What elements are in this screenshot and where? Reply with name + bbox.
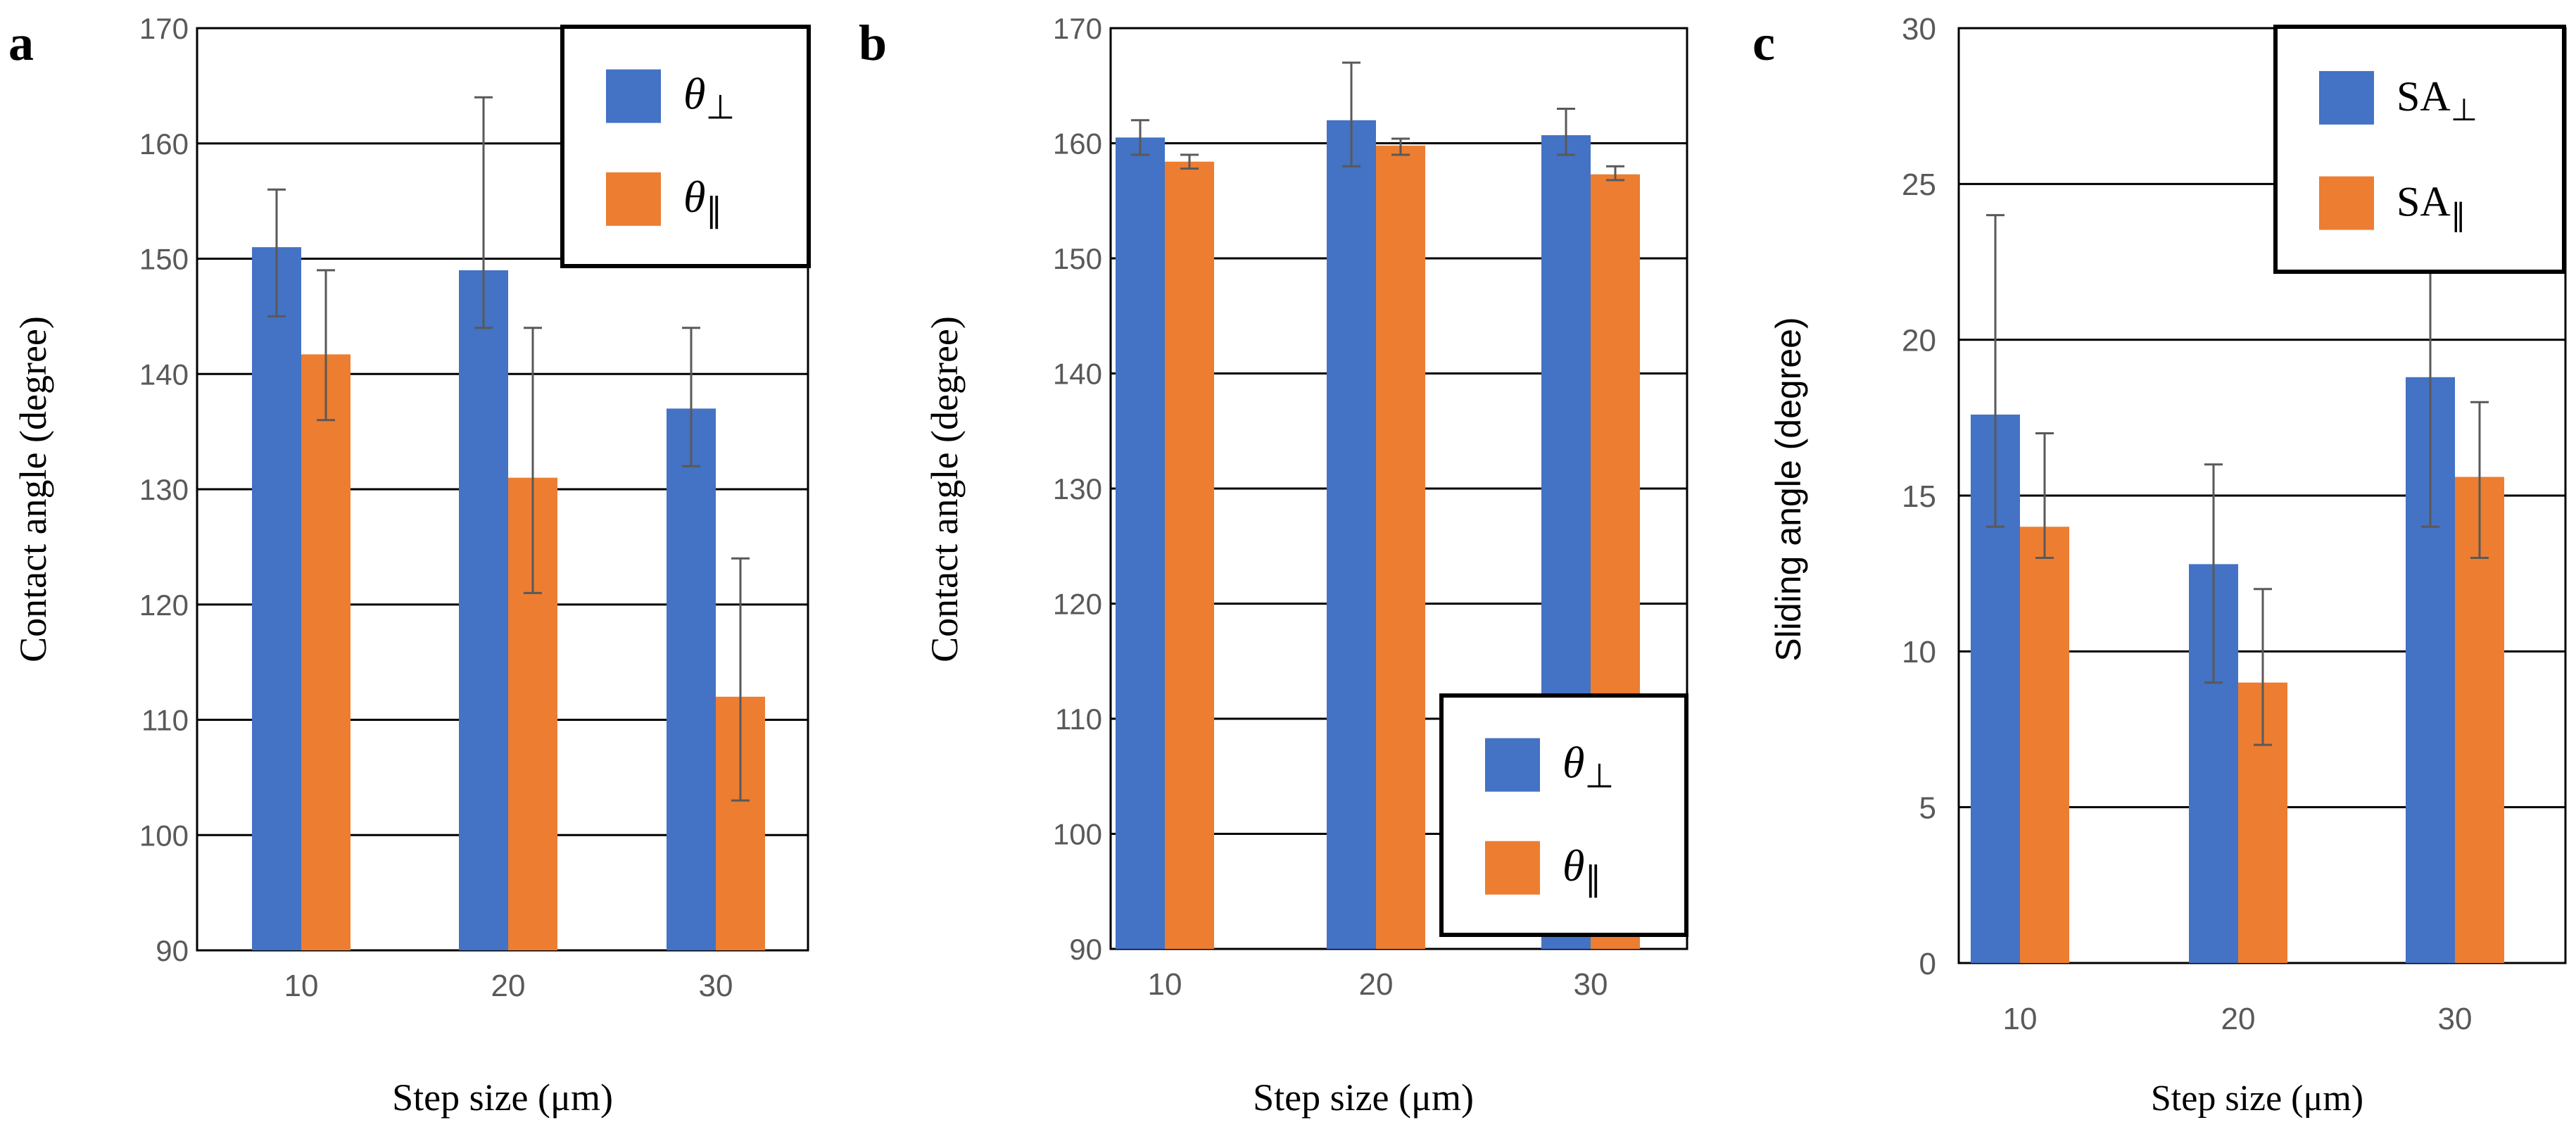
panel-b-xtick-label: 30 [1574,967,1608,1002]
panel-a-bar [252,247,301,950]
panel-a-legend-label: θ∥ [683,172,722,229]
panel-b-legend-swatch [1485,841,1540,895]
panel-b-ylabel: Contact angle (degree) [923,316,966,662]
panel-c-ytick-label: 0 [1919,947,1936,981]
panel-b-ytick-label: 150 [1053,242,1102,275]
panel-a-legend: θ⊥ θ∥ [560,25,811,268]
panel-a-xtick-label: 30 [699,969,733,1003]
panel-c-xtick-label: 20 [2221,1002,2256,1036]
panel-b-bar [1165,161,1214,949]
panel-c-bar [2020,527,2069,963]
panel-c-legend-label: SA⊥ [2397,73,2477,127]
panel-a-ylabel: Contact angle (degree) [12,316,54,662]
panel-c-legend: SA⊥ SA∥ [2273,25,2566,274]
panel-c-ytick-label: 15 [1902,479,1936,514]
panel-b-ytick-label: 90 [1069,933,1102,966]
panel-a-ytick-label: 100 [139,819,189,852]
panel-b-bar [1327,120,1376,949]
panel-c-ylabel: Sliding angle (degree) [1769,317,1808,661]
panel-a-ytick-label: 110 [141,704,189,737]
panel-c-ytick-label: 10 [1902,635,1936,669]
panel-c-ytick-label: 20 [1902,324,1936,358]
panel-a-xlabel: Step size (μm) [392,1076,613,1119]
panel-b-bar [1376,145,1425,949]
panel-a-legend-box [560,25,811,268]
panel-b-bar [1116,137,1165,950]
panel-b-xtick-label: 10 [1148,967,1182,1002]
panel-b: b 90 100 110 120 130 140 150 160 170 10 20 30 Step si… [859,12,1688,1119]
panel-b-legend: θ⊥ θ∥ [1439,693,1688,937]
panel-c: c 0 5 10 15 20 25 30 10 20 30 Step size (μm) Sliding… [1753,12,2567,1119]
panel-c-ytick-label: 5 [1919,791,1936,826]
panel-c-xlabel: Step size (μm) [2151,1078,2363,1119]
panel-a-legend-label: θ⊥ [683,69,735,127]
panel-b-letter: b [859,15,887,71]
panel-c-xtick-label: 30 [2438,1002,2473,1036]
panel-c-xtick-label: 10 [2003,1002,2038,1036]
panel-b-legend-swatch [1485,738,1540,792]
panel-a-ytick-label: 120 [139,589,189,622]
panel-a-bar [667,408,716,950]
panel-b-xtick-label: 20 [1359,967,1394,1002]
panel-a: a 90 100 110 120 130 140 150 160 170 10 20 30 Step si… [8,12,811,1119]
panel-b-legend-label: θ∥ [1562,841,1601,898]
panel-a-legend-swatch [606,69,661,123]
panel-b-xlabel: Step size (μm) [1253,1076,1474,1119]
panel-a-ytick-label: 170 [139,12,189,45]
panel-b-ytick-label: 160 [1053,127,1102,161]
panel-a-ytick-label: 130 [139,473,189,506]
panel-c-legend-swatch [2319,176,2374,230]
panel-c-legend-swatch [2319,70,2374,125]
panel-c-ytick-label: 25 [1902,168,1936,202]
panel-a-ytick-label: 160 [139,127,189,161]
panel-c-letter: c [1753,15,1775,71]
panel-b-legend-box [1439,693,1688,937]
panel-a-legend-swatch [606,172,661,226]
panel-b-ytick-label: 130 [1053,472,1102,505]
panel-a-bar [301,354,351,951]
panel-b-ytick-label: 120 [1053,588,1102,621]
panel-c-legend-box [2273,25,2566,274]
panel-b-ytick-label: 140 [1053,358,1102,391]
panel-c-legend-label: SA∥ [2397,179,2466,233]
panel-a-xtick-label: 20 [491,969,526,1003]
panel-c-ytick-label: 30 [1902,12,1936,46]
panel-a-bar [459,270,508,950]
panel-b-ytick-label: 170 [1053,12,1102,45]
panel-a-ytick-label: 150 [139,243,189,276]
panel-a-ytick-label: 90 [156,934,189,967]
panel-a-xtick-label: 10 [284,969,319,1003]
panel-a-letter: a [8,15,34,71]
panel-a-ytick-label: 140 [139,358,189,391]
panel-b-ytick-label: 100 [1053,818,1102,851]
panel-b-legend-label: θ⊥ [1562,738,1614,795]
panel-b-ytick-label: 110 [1055,703,1102,736]
